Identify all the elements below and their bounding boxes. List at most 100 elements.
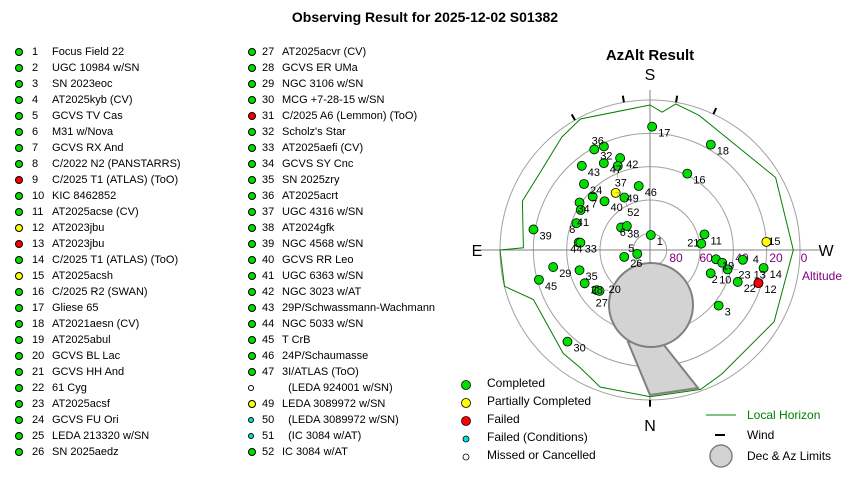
target-name: C/2025 R2 (SWAN): [52, 286, 148, 298]
status-dot: [248, 368, 256, 376]
wind-marker: [621, 95, 625, 103]
status-dot: [15, 144, 23, 152]
point-label: 40: [611, 202, 623, 214]
az-limit-wedge: [626, 338, 700, 397]
target-number: 20: [32, 350, 45, 362]
target-number: 52: [262, 446, 275, 458]
status-dot: [248, 240, 256, 248]
target-name: AT2025aefi (CV): [282, 142, 364, 154]
target-number: 23: [32, 398, 45, 410]
target-number: 33: [262, 142, 275, 154]
target-name: 3I/ATLAS (ToO): [282, 366, 359, 378]
target-number: 24: [32, 414, 45, 426]
target-name: Scholz's Star: [282, 126, 346, 138]
page-title: Observing Result for 2025-12-02 S01382: [291, 9, 559, 25]
target-number: 6: [32, 126, 39, 138]
target-name: (LEDA 924001 w/SN): [282, 382, 393, 394]
status-dot: [15, 400, 23, 408]
target-number: 32: [262, 126, 275, 138]
status-dot: [15, 384, 23, 392]
point-label: 18: [717, 146, 729, 158]
target-point: [761, 236, 772, 247]
point-label: 24: [590, 185, 602, 197]
target-number: 21: [32, 366, 45, 378]
point-label: 21: [687, 238, 699, 250]
status-dot: [248, 128, 256, 136]
status-dot: [15, 80, 23, 88]
point-label: 27: [596, 298, 608, 310]
point-label: 41: [577, 217, 589, 229]
legend-marker: [462, 435, 470, 443]
target-number: 27: [262, 46, 275, 58]
point-label: 35: [586, 271, 598, 283]
point-label: 11: [711, 235, 722, 247]
wind-marker: [570, 113, 576, 121]
target-name: 29P/Schwassmann-Wachmann: [282, 302, 436, 314]
target-number: 43: [262, 302, 275, 314]
point-label: 43: [588, 167, 600, 179]
status-dot: [15, 176, 23, 184]
status-dot: [248, 400, 256, 408]
target-point: [587, 191, 598, 202]
legend-label: Missed or Cancelled: [487, 448, 596, 462]
altitude-axis-label: Altitude: [802, 269, 842, 283]
target-name: Gliese 65: [52, 302, 99, 314]
point-label: 14: [770, 269, 782, 281]
leader-lines: [596, 165, 739, 291]
target-name: NGC 5033 w/SN: [282, 318, 364, 330]
status-dot: [248, 208, 256, 216]
status-dot: [15, 96, 23, 104]
target-point: [705, 268, 716, 279]
point-label: 19: [722, 260, 734, 272]
status-dot: [15, 304, 23, 312]
target-point: [599, 141, 609, 152]
target-number: 42: [262, 286, 275, 298]
legend-label: Completed: [487, 376, 545, 390]
point-label: 28: [591, 284, 603, 296]
target-name: SN 2025aedz: [52, 446, 119, 458]
point-label: 39: [540, 231, 552, 243]
target-number: 11: [32, 206, 44, 218]
target-name: (LEDA 3089972 w/SN): [282, 414, 399, 426]
status-dot: [248, 417, 254, 423]
target-number: 45: [262, 334, 275, 346]
point-label: 12: [764, 284, 776, 296]
status-dot: [15, 112, 23, 120]
dec-limit-circle: [608, 262, 694, 348]
target-point: [575, 205, 586, 215]
target-name: GCVS BL Lac: [52, 350, 121, 362]
target-point: [696, 238, 707, 249]
target-name: KIC 8462852: [52, 190, 117, 202]
status-dot: [15, 208, 23, 216]
target-number: 38: [262, 222, 275, 234]
status-dot: [248, 112, 256, 120]
target-number: 37: [262, 206, 275, 218]
status-dot: [15, 48, 23, 56]
target-point: [632, 248, 643, 259]
target-number: 34: [262, 158, 275, 170]
status-dot: [248, 288, 256, 296]
target-name: AT2025acse (CV): [52, 206, 139, 218]
status-dot: [248, 192, 256, 200]
target-point: [621, 221, 632, 231]
target-number: 19: [32, 334, 45, 346]
target-name: AT2023jbu: [52, 222, 105, 234]
target-number: 18: [32, 318, 45, 330]
target-name: AT2025acsf: [52, 398, 110, 410]
status-dot: [248, 224, 256, 232]
target-number: 26: [32, 446, 45, 458]
target-point: [562, 336, 573, 347]
target-point: [732, 277, 743, 287]
target-name: MCG +7-28-15 w/SN: [282, 94, 385, 106]
point-label: 17: [658, 128, 670, 140]
target-point: [575, 237, 586, 248]
target-point: [579, 278, 590, 289]
target-name: LEDA 3089972 w/SN: [282, 398, 386, 410]
altitude-tick-label: 80: [669, 251, 683, 265]
target-name: AT2025acsh: [52, 270, 113, 282]
target-name: GCVS TV Cas: [52, 110, 123, 122]
point-label: 30: [574, 343, 586, 355]
direction-n: N: [644, 418, 656, 435]
point-label: 29: [559, 268, 571, 280]
status-dot: [248, 336, 256, 344]
